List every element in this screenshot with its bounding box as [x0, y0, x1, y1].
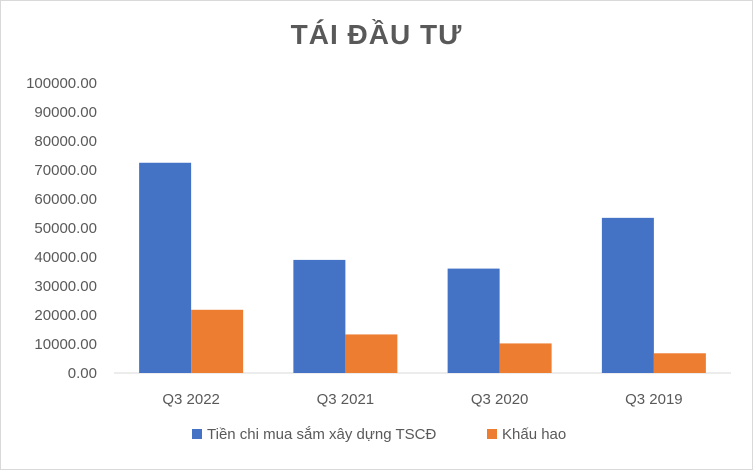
legend-swatch	[192, 429, 202, 439]
category-labels: Q3 2022 Q3 2021 Q3 2020 Q3 2019	[162, 391, 682, 408]
bar-khau-hao	[499, 343, 552, 373]
bar-tscd	[293, 259, 346, 373]
bar-khau-hao	[653, 353, 706, 373]
bars-group	[139, 162, 706, 373]
y-tick-label: 60000.00	[34, 191, 97, 208]
y-tick-label: 70000.00	[34, 162, 97, 179]
x-category-label: Q3 2022	[162, 391, 220, 408]
legend: Tiền chi mua sắm xây dựng TSCĐ Khấu hao	[192, 426, 566, 443]
y-tick-label: 0.00	[68, 365, 97, 382]
y-tick-label: 30000.00	[34, 278, 97, 295]
bar-tscd	[139, 162, 192, 373]
bar-tscd	[447, 268, 500, 373]
y-tick-label: 80000.00	[34, 133, 97, 150]
bar-tscd	[601, 217, 654, 373]
x-category-label: Q3 2020	[471, 391, 529, 408]
y-tick-label: 10000.00	[34, 336, 97, 353]
bar-khau-hao	[345, 334, 398, 373]
legend-label: Khấu hao	[502, 426, 566, 443]
x-category-label: Q3 2021	[317, 391, 375, 408]
chart-title: TÁI ĐẦU TƯ	[290, 19, 463, 50]
legend-swatch	[487, 429, 497, 439]
y-tick-label: 90000.00	[34, 104, 97, 121]
y-tick-label: 100000.00	[26, 75, 97, 92]
legend-label: Tiền chi mua sắm xây dựng TSCĐ	[207, 426, 436, 443]
x-category-label: Q3 2019	[625, 391, 683, 408]
bar-khau-hao	[191, 309, 244, 373]
y-tick-label: 50000.00	[34, 220, 97, 237]
y-tick-label: 20000.00	[34, 307, 97, 324]
y-axis-ticks: 0.00 10000.00 20000.00 30000.00 40000.00 5000…	[26, 75, 97, 382]
y-tick-label: 40000.00	[34, 249, 97, 266]
